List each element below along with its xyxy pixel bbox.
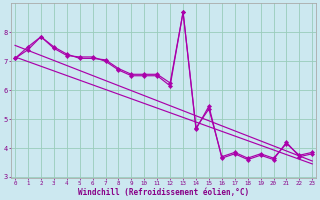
- X-axis label: Windchill (Refroidissement éolien,°C): Windchill (Refroidissement éolien,°C): [78, 188, 249, 197]
